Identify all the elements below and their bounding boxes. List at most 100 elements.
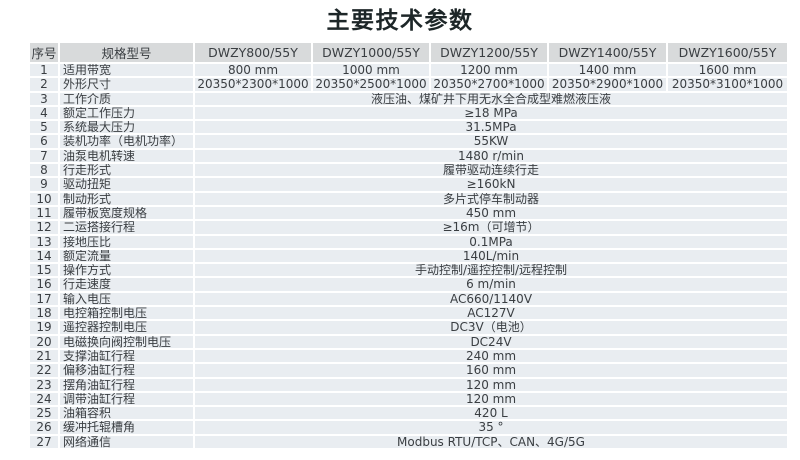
row-label-cell: 额定流量 [60,249,195,265]
row-label-cell: 输入电压 [60,292,195,308]
column-header: 规格型号 [60,43,195,64]
column-header: DWZY1400/55Y [549,43,668,64]
row-label-cell: 支撑油缸行程 [60,349,195,365]
row-number-cell: 6 [30,135,60,150]
table-header: 序号 规格型号 DWZY800/55Y DWZY1000/55Y DWZY1200/55… [30,43,787,64]
table-row: 6 装机功率（电机功率） 55KW [30,135,787,150]
merged-value-cell: 140L/min [195,249,787,265]
table-row: 8 行走形式 履带驱动连续行走 [30,164,787,179]
row-number-cell: 27 [30,435,60,451]
row-label-cell: 二运搭接行程 [60,221,195,236]
row-number-cell: 21 [30,349,60,365]
value-cell: 1400 mm [549,64,668,79]
table-row: 11 履带板宽度规格 450 mm [30,206,787,222]
specs-table: 序号 规格型号 DWZY800/55Y DWZY1000/55Y DWZY1200/55… [30,43,787,451]
table-row: 9 驱动扭矩 ≥160kN [30,178,787,193]
row-label-cell: 驱动扭矩 [60,178,195,193]
row-number-cell: 24 [30,392,60,408]
table-row: 23 摆角油缸行程 120 mm [30,378,787,393]
merged-value-cell: 240 mm [195,349,787,365]
merged-value-cell: 450 mm [195,206,787,222]
row-label-cell: 装机功率（电机功率） [60,135,195,150]
row-label-cell: 系统最大压力 [60,121,195,136]
table-row: 12 二运搭接行程 ≥16m（可增节） [30,221,787,236]
merged-value-cell: 液压油、煤矿井下用无水全合成型难燃液压液 [195,92,787,107]
table-row: 16 行走速度 6 m/min [30,278,787,293]
row-number-cell: 8 [30,164,60,179]
merged-value-cell: 0.1MPa [195,235,787,250]
table-row: 22 偏移油缸行程 160 mm [30,364,787,379]
column-header: 序号 [30,43,60,64]
value-cell: 20350*2900*1000 [549,78,668,93]
row-number-cell: 20 [30,335,60,350]
row-label-cell: 缓冲托辊槽角 [60,421,195,436]
row-label-cell: 工作介质 [60,92,195,107]
merged-value-cell: Modbus RTU/TCP、CAN、4G/5G [195,435,787,451]
value-cell: 1600 mm [668,64,787,79]
merged-value-cell: 120 mm [195,378,787,393]
value-cell: 20350*2700*1000 [431,78,549,93]
row-number-cell: 10 [30,192,60,207]
column-header: DWZY1200/55Y [431,43,549,64]
row-number-cell: 17 [30,292,60,308]
row-number-cell: 19 [30,321,60,336]
merged-value-cell: 多片式停车制动器 [195,192,787,207]
row-label-cell: 外形尺寸 [60,78,195,93]
value-cell: 20350*3100*1000 [668,78,787,93]
merged-value-cell: ≥16m（可增节） [195,221,787,236]
table-row: 21 支撑油缸行程 240 mm [30,349,787,365]
row-label-cell: 行走速度 [60,278,195,293]
table-row: 27 网络通信 Modbus RTU/TCP、CAN、4G/5G [30,435,787,451]
value-cell: 20350*2500*1000 [313,78,431,93]
table-row: 25 油箱容积 420 L [30,407,787,422]
table-row: 19 遥控器控制电压 DC3V（电池） [30,321,787,336]
row-label-cell: 适用带宽 [60,64,195,79]
row-number-cell: 7 [30,149,60,165]
merged-value-cell: ≥18 MPa [195,106,787,122]
row-label-cell: 制动形式 [60,192,195,207]
row-number-cell: 23 [30,378,60,393]
value-cell: 1000 mm [313,64,431,79]
value-cell: 800 mm [195,64,313,79]
table-row: 26 缓冲托辊槽角 35 ° [30,421,787,436]
merged-value-cell: AC660/1140V [195,292,787,308]
column-header: DWZY1600/55Y [668,43,787,64]
table-row: 2 外形尺寸 20350*2300*1000 20350*2500*1000 20350… [30,78,787,93]
row-number-cell: 1 [30,64,60,79]
merged-value-cell: 420 L [195,407,787,422]
row-number-cell: 2 [30,78,60,93]
row-number-cell: 13 [30,235,60,250]
row-label-cell: 摆角油缸行程 [60,378,195,393]
table-row: 17 输入电压 AC660/1140V [30,292,787,308]
row-number-cell: 16 [30,278,60,293]
merged-value-cell: DC3V（电池） [195,321,787,336]
row-number-cell: 25 [30,407,60,422]
table-row: 14 额定流量 140L/min [30,249,787,265]
table-row: 18 电控箱控制电压 AC127V [30,307,787,322]
value-cell: 20350*2300*1000 [195,78,313,93]
merged-value-cell: 1480 r/min [195,149,787,165]
merged-value-cell: 35 ° [195,421,787,436]
row-number-cell: 26 [30,421,60,436]
row-number-cell: 9 [30,178,60,193]
row-label-cell: 额定工作压力 [60,106,195,122]
row-number-cell: 14 [30,249,60,265]
merged-value-cell: DC24V [195,335,787,350]
row-number-cell: 5 [30,121,60,136]
column-header: DWZY800/55Y [195,43,313,64]
row-label-cell: 调带油缸行程 [60,392,195,408]
table-row: 3 工作介质 液压油、煤矿井下用无水全合成型难燃液压液 [30,92,787,107]
table-body: 1 适用带宽 800 mm 1000 mm 1200 mm 1400 mm 1600 mm 2… [30,64,787,451]
table-row: 10 制动形式 多片式停车制动器 [30,192,787,207]
row-label-cell: 网络通信 [60,435,195,451]
row-number-cell: 18 [30,307,60,322]
row-label-cell: 偏移油缸行程 [60,364,195,379]
row-label-cell: 行走形式 [60,164,195,179]
row-label-cell: 油箱容积 [60,407,195,422]
table-row: 4 额定工作压力 ≥18 MPa [30,106,787,122]
value-cell: 1200 mm [431,64,549,79]
row-label-cell: 电磁换向阀控制电压 [60,335,195,350]
merged-value-cell: 160 mm [195,364,787,379]
merged-value-cell: 31.5MPa [195,121,787,136]
